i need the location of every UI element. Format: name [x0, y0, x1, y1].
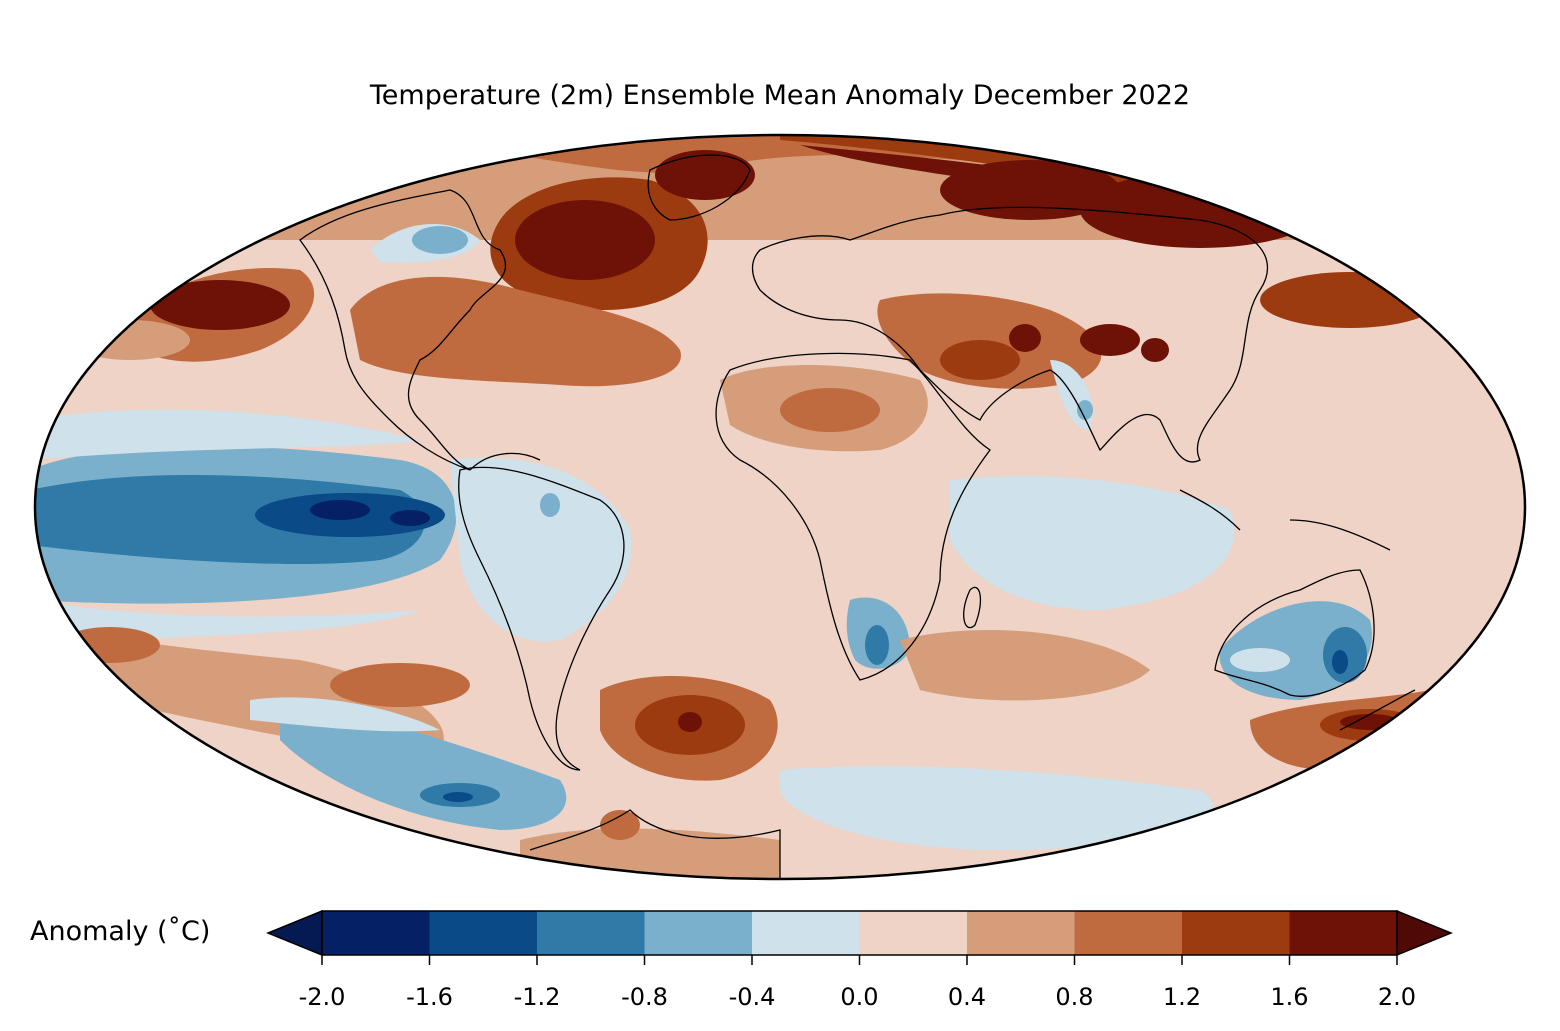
- colorbar-swatch: [1074, 911, 1183, 955]
- colorbar-tick-label: -2.0: [298, 983, 346, 1011]
- colorbar-swatch: [859, 911, 968, 955]
- anomaly-field: [35, 135, 1525, 879]
- colorbar-label: Anomaly (˚C): [30, 916, 211, 947]
- colorbar: [266, 909, 1453, 965]
- colorbar-under-arrow: [266, 909, 323, 957]
- colorbar-swatch: [537, 911, 645, 955]
- colorbar-swatch: [967, 911, 1075, 955]
- colorbar-tick-label: 2.0: [1377, 983, 1417, 1011]
- coastlines: [299, 154, 1416, 879]
- colorbar-tick-label: -0.4: [728, 983, 776, 1011]
- colorbar-swatch: [752, 911, 860, 955]
- colorbar-swatch: [1182, 911, 1290, 955]
- colorbar-tick-label: -1.2: [513, 983, 561, 1011]
- map-title: Temperature (2m) Ensemble Mean Anomaly D…: [369, 80, 1191, 111]
- colorbar-tick-label: -0.8: [621, 983, 668, 1011]
- colorbar-swatch: [1289, 911, 1398, 955]
- colorbar-swatch: [644, 911, 753, 955]
- colorbar-tick-label: 1.6: [1270, 983, 1309, 1011]
- colorbar-swatch: [429, 911, 538, 955]
- colorbar-tick-label: 1.2: [1162, 983, 1202, 1011]
- colorbar-tick-label: 0.0: [840, 983, 879, 1011]
- colorbar-tick-label: -1.6: [406, 983, 453, 1011]
- colorbar-tick-label: 0.4: [947, 983, 987, 1011]
- globe-outline: [33, 133, 1527, 881]
- colorbar-swatch: [322, 911, 430, 955]
- colorbar-over-arrow: [1396, 909, 1453, 957]
- colorbar-tick-label: 0.8: [1055, 983, 1094, 1011]
